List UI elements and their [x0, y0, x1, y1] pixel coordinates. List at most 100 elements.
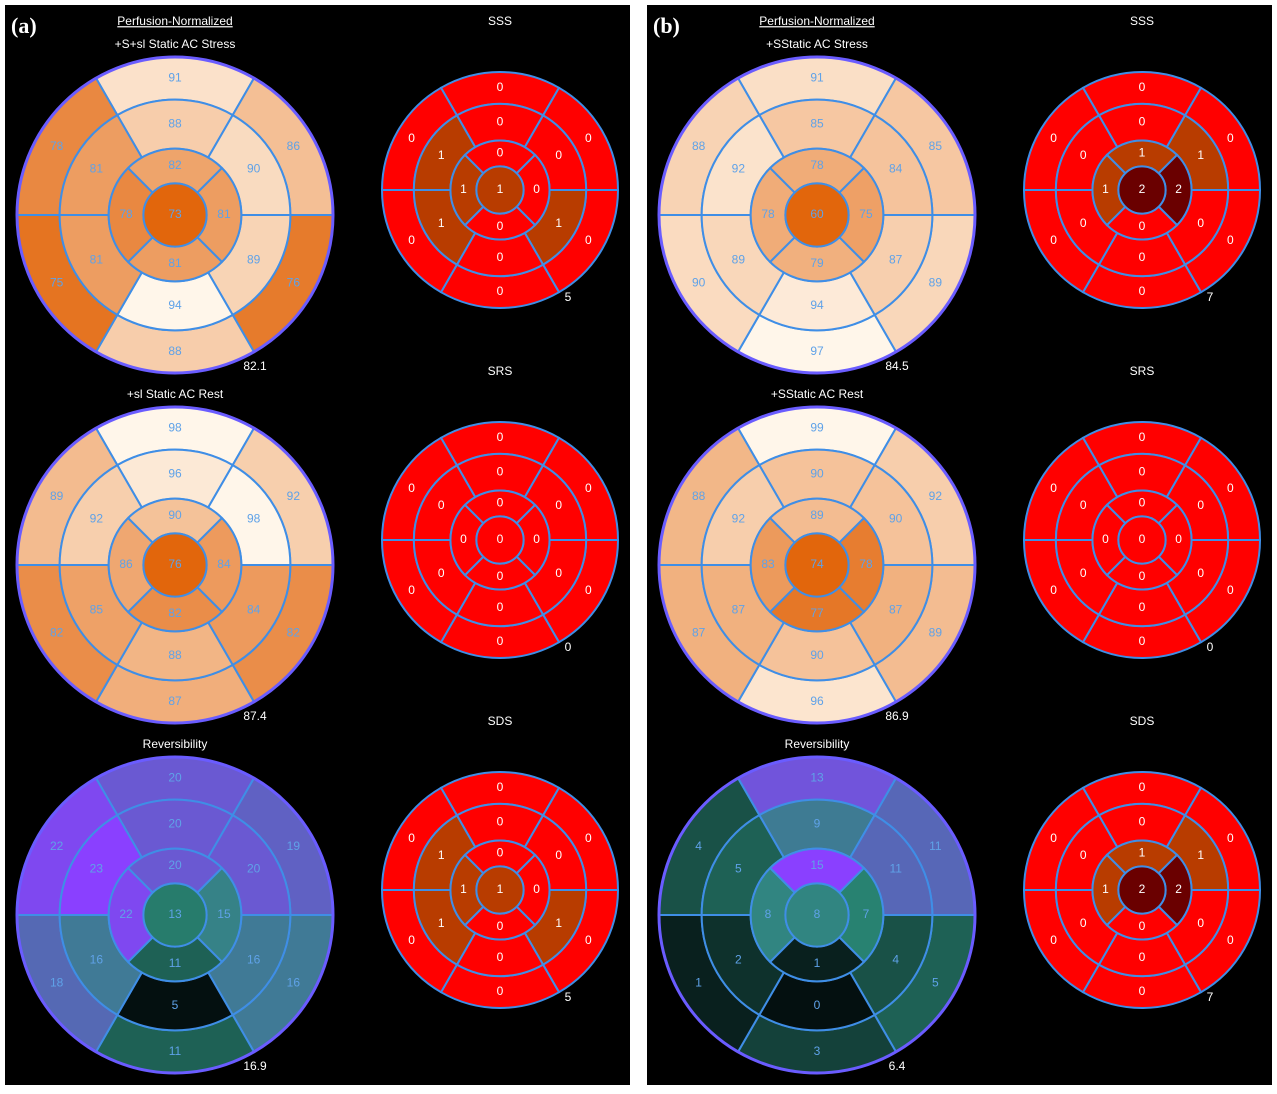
segment-label: 0 — [1139, 532, 1146, 546]
segment-label: 0 — [555, 148, 562, 162]
score-total: 7 — [1207, 990, 1214, 1004]
segment-label: 20 — [168, 771, 182, 785]
segment-label: 0 — [497, 80, 504, 94]
segment-label: 0 — [1227, 831, 1234, 845]
segment-label: 0 — [1050, 831, 1057, 845]
polar-total: 87.4 — [243, 709, 267, 723]
segment-label: 2 — [1175, 182, 1182, 196]
segment-label: 0 — [1227, 583, 1234, 597]
segment-label: 0 — [497, 984, 504, 998]
segment-label: 9 — [814, 816, 821, 830]
segment-label: 0 — [1139, 600, 1146, 614]
segment-label: 1 — [438, 848, 445, 862]
segment-label: 0 — [497, 146, 504, 160]
segment-label: 0 — [1227, 131, 1234, 145]
segment-label: 87 — [889, 253, 903, 267]
segment-label: 88 — [168, 116, 182, 130]
segment-label: 0 — [555, 498, 562, 512]
segment-label: 1 — [497, 882, 504, 896]
segment-label: 0 — [585, 481, 592, 495]
segment-label: 8 — [814, 907, 821, 921]
segment-label: 81 — [168, 256, 182, 270]
score-total: 0 — [565, 640, 572, 654]
segment-label: 82 — [168, 606, 182, 620]
segment-label: 0 — [1139, 950, 1146, 964]
segment-label: 76 — [287, 276, 301, 290]
segment-label: 0 — [533, 182, 540, 196]
segment-label: 83 — [761, 557, 775, 571]
segment-label: 0 — [585, 233, 592, 247]
segment-label: 90 — [247, 162, 261, 176]
segment-label: 1 — [438, 148, 445, 162]
segment-label: 89 — [247, 253, 261, 267]
segment-label: 0 — [585, 131, 592, 145]
segment-label: 0 — [1197, 566, 1204, 580]
segment-label: 0 — [497, 600, 504, 614]
segment-label: 8 — [765, 907, 772, 921]
segment-label: 0 — [1139, 250, 1146, 264]
segment-label: 1 — [1197, 148, 1204, 162]
segment-label: 0 — [1080, 148, 1087, 162]
segment-label: 0 — [1139, 919, 1146, 933]
segment-label: 0 — [814, 998, 821, 1012]
segment-label: 0 — [1197, 916, 1204, 930]
segment-label: 98 — [168, 421, 182, 435]
segment-label: 0 — [1080, 848, 1087, 862]
polar-title: +sl Static AC Rest — [127, 387, 224, 401]
segment-label: 5 — [735, 862, 742, 876]
segment-label: 1 — [695, 976, 702, 990]
segment-label: 92 — [90, 512, 104, 526]
segment-label: 0 — [1197, 216, 1204, 230]
polar-title: Reversibility — [785, 737, 850, 751]
segment-label: 16 — [247, 953, 261, 967]
score-total: 5 — [565, 290, 572, 304]
segment-label: 15 — [217, 907, 231, 921]
segment-label: 0 — [555, 566, 562, 580]
segment-label: 99 — [810, 421, 824, 435]
segment-label: 78 — [119, 207, 133, 221]
segment-label: 0 — [585, 831, 592, 845]
figure: (a)Perfusion-Normalized+S+sl Static AC S… — [0, 0, 1277, 1089]
polar-title: Reversibility — [143, 737, 208, 751]
segment-label: 22 — [119, 907, 133, 921]
polar-total: 84.5 — [885, 359, 909, 373]
segment-label: 0 — [1080, 216, 1087, 230]
segment-label: 2 — [735, 953, 742, 967]
segment-label: 0 — [497, 250, 504, 264]
segment-label: 91 — [810, 71, 824, 85]
segment-label: 92 — [732, 162, 746, 176]
segment-label: 82 — [168, 158, 182, 172]
segment-label: 0 — [497, 919, 504, 933]
segment-label: 1 — [460, 182, 467, 196]
segment-label: 92 — [287, 489, 301, 503]
segment-label: 0 — [408, 831, 415, 845]
segment-label: 4 — [892, 953, 899, 967]
segment-label: 1 — [555, 916, 562, 930]
segment-label: 90 — [810, 648, 824, 662]
segment-label: 1 — [438, 216, 445, 230]
segment-label: 74 — [810, 557, 824, 571]
segment-label: 90 — [168, 508, 182, 522]
segment-label: 0 — [1139, 496, 1146, 510]
segment-label: 16 — [287, 976, 301, 990]
segment-label: 88 — [168, 648, 182, 662]
segment-label: 1 — [460, 882, 467, 896]
segment-label: 76 — [168, 557, 182, 571]
segment-label: 86 — [119, 557, 133, 571]
segment-label: 0 — [1050, 233, 1057, 247]
panel-label: (a) — [11, 13, 37, 38]
segment-label: 0 — [1175, 532, 1182, 546]
segment-label: 0 — [1139, 430, 1146, 444]
segment-label: 79 — [810, 256, 824, 270]
segment-label: 0 — [497, 780, 504, 794]
segment-label: 0 — [1050, 131, 1057, 145]
segment-label: 0 — [408, 933, 415, 947]
segment-label: 20 — [247, 862, 261, 876]
segment-label: 1 — [1139, 146, 1146, 160]
segment-label: 0 — [1139, 284, 1146, 298]
segment-label: 1 — [1197, 848, 1204, 862]
score-total: 5 — [565, 990, 572, 1004]
segment-label: 60 — [810, 207, 824, 221]
segment-label: 0 — [1139, 80, 1146, 94]
segment-label: 0 — [1227, 481, 1234, 495]
